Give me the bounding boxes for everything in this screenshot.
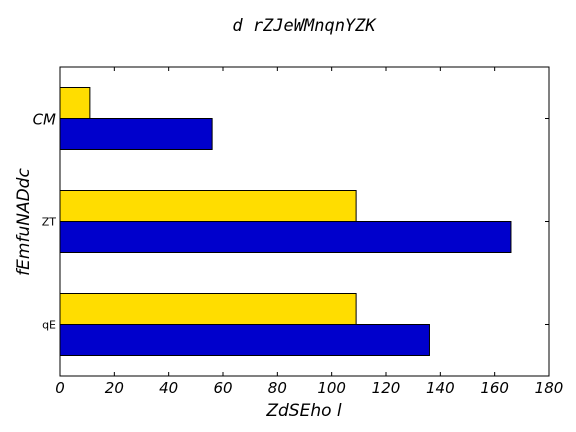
y-category-label-CM: CM	[33, 111, 56, 129]
y-axis-label: fEmfuNADdc	[14, 168, 34, 276]
chart-title: d rZJeWMnqnYZK	[232, 16, 377, 36]
y-category-label-ZT: ZT	[42, 216, 57, 229]
bar-CM-series-1	[59, 87, 91, 119]
x-axis-label: ZdSEho l	[265, 401, 342, 421]
x-tick-label: 80	[268, 379, 287, 397]
x-tick-label: 180	[535, 379, 564, 397]
bar-qE-series-1	[59, 293, 357, 325]
x-tick-label: 120	[372, 379, 401, 397]
bar-ZT-series-0	[59, 221, 512, 253]
plot-area: 0 20 40 60 80 100 120 140 160 180 qE ZT CM	[33, 66, 564, 397]
x-tick-label: 20	[105, 379, 124, 397]
x-tick-label: 140	[426, 379, 455, 397]
x-tick-label: 160	[480, 379, 509, 397]
x-tick-label: 0	[55, 379, 65, 397]
x-tick-label: 60	[213, 379, 232, 397]
x-tick-label: 40	[159, 379, 178, 397]
bar-ZT-series-1	[59, 190, 357, 222]
bar-qE-series-0	[59, 324, 430, 356]
y-category-label-qE: qE	[42, 319, 56, 332]
bar-CM-series-0	[59, 118, 213, 150]
x-tick-label: 100	[317, 379, 346, 397]
